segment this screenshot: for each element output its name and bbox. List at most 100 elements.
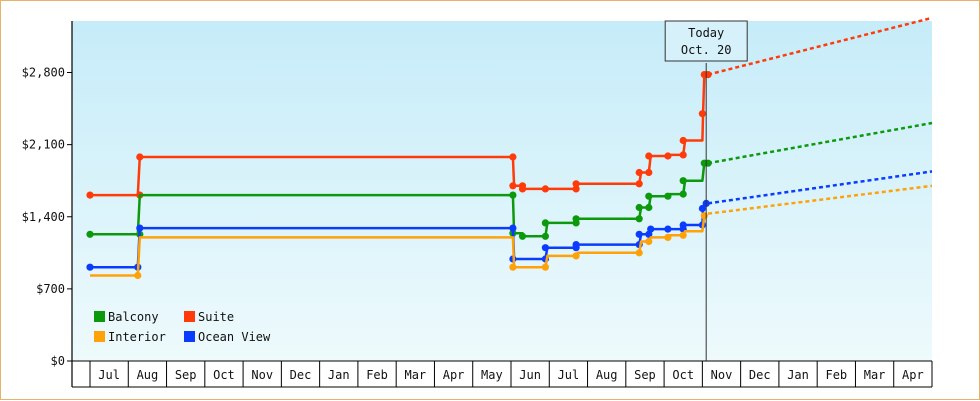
data-point [509,224,517,232]
legend-label: Balcony [108,310,159,324]
legend-label: Suite [198,310,234,324]
data-point [635,180,643,188]
series-layer [86,16,933,280]
x-tick-label: Mar [404,368,426,382]
data-point [664,152,672,160]
x-tick-label: Aug [596,368,618,382]
data-point [645,237,653,246]
data-point [645,203,653,212]
data-point [572,252,580,260]
x-tick-label: Apr [443,368,465,382]
x-tick-label: Jan [328,368,350,382]
x-tick-label: Jan [787,368,809,382]
data-point [509,191,517,199]
data-point [572,241,580,249]
data-point [572,180,580,188]
data-point [541,244,550,252]
legend-item: Suite [184,310,234,324]
data-point [541,232,550,240]
x-tick-label: Feb [825,368,847,382]
data-point [679,231,687,239]
data-point [86,191,94,199]
data-point [679,151,687,159]
data-point [679,190,687,198]
today-label-line: Oct. 20 [681,43,732,57]
projection-line [707,170,933,205]
data-point [635,230,643,238]
today-label-line: Today [688,26,724,40]
data-point [645,192,653,200]
data-point [635,249,643,257]
data-point [541,219,550,227]
legend-item: Ocean View [184,330,271,344]
data-point [136,224,144,232]
data-point [698,204,707,213]
data-point [679,221,687,229]
x-tick-label: Aug [137,368,159,382]
data-point [86,230,94,238]
y-tick-label: $700 [36,282,65,296]
data-point [541,185,550,193]
data-point [664,233,672,241]
data-point [679,177,687,185]
legend-label: Interior [108,330,166,344]
data-point [698,110,707,118]
data-point [664,192,672,200]
series-line [90,161,709,238]
x-tick-label: Sep [175,368,197,382]
data-point [645,168,653,177]
projection-line [707,16,933,76]
y-tick-label: $0 [51,354,65,368]
legend-item: Interior [94,330,166,344]
legend: Balcony Suite Interior Ocean View [94,310,271,344]
data-point [704,159,712,167]
legend-item: Balcony [94,310,159,324]
legend-swatch [94,311,105,322]
data-point [645,152,653,160]
x-tick-label: Feb [366,368,388,382]
data-point [134,271,142,280]
data-point [635,203,643,212]
x-tick-label: Oct [213,368,235,382]
x-tick-label: May [481,368,503,382]
data-point [635,168,643,177]
data-point [704,71,712,79]
data-point [509,263,517,271]
plot-background [72,21,932,361]
data-point [509,153,517,161]
data-point [518,185,527,193]
x-tick-label: Jun [519,368,541,382]
x-tick-label: Apr [902,368,924,382]
series-ocean-view [86,170,933,271]
y-tick-label: $2,800 [22,66,65,80]
data-point [509,182,517,190]
legend-swatch [184,311,195,322]
projection-line [707,184,933,215]
x-tick-label: Mar [864,368,886,382]
x-tick-label: Nov [251,368,273,382]
series-balcony [86,121,933,240]
axes: $0 $700 $1,400 $2,100 $2,800 Jul Aug Sep Oct Nov D… [22,21,933,388]
legend-swatch [184,331,195,342]
x-tick-label: Dec [290,368,312,382]
x-tick-label: Nov [711,368,733,382]
data-point [647,225,655,233]
data-point [136,153,144,161]
y-tick-label: $2,100 [22,138,65,152]
data-point [679,136,687,145]
x-tick-label: Sep [634,368,656,382]
data-point [518,232,527,240]
data-point [700,212,708,220]
data-point [664,225,672,233]
data-point [635,215,643,223]
x-tick-label: Dec [749,368,771,382]
series-interior [90,184,933,280]
today-box [664,20,748,62]
data-point [86,263,94,271]
legend-label: Ocean View [198,330,271,344]
series-line [90,202,709,269]
x-tick-label: Jul [98,368,120,382]
series-suite [86,16,933,199]
data-point [541,263,550,271]
